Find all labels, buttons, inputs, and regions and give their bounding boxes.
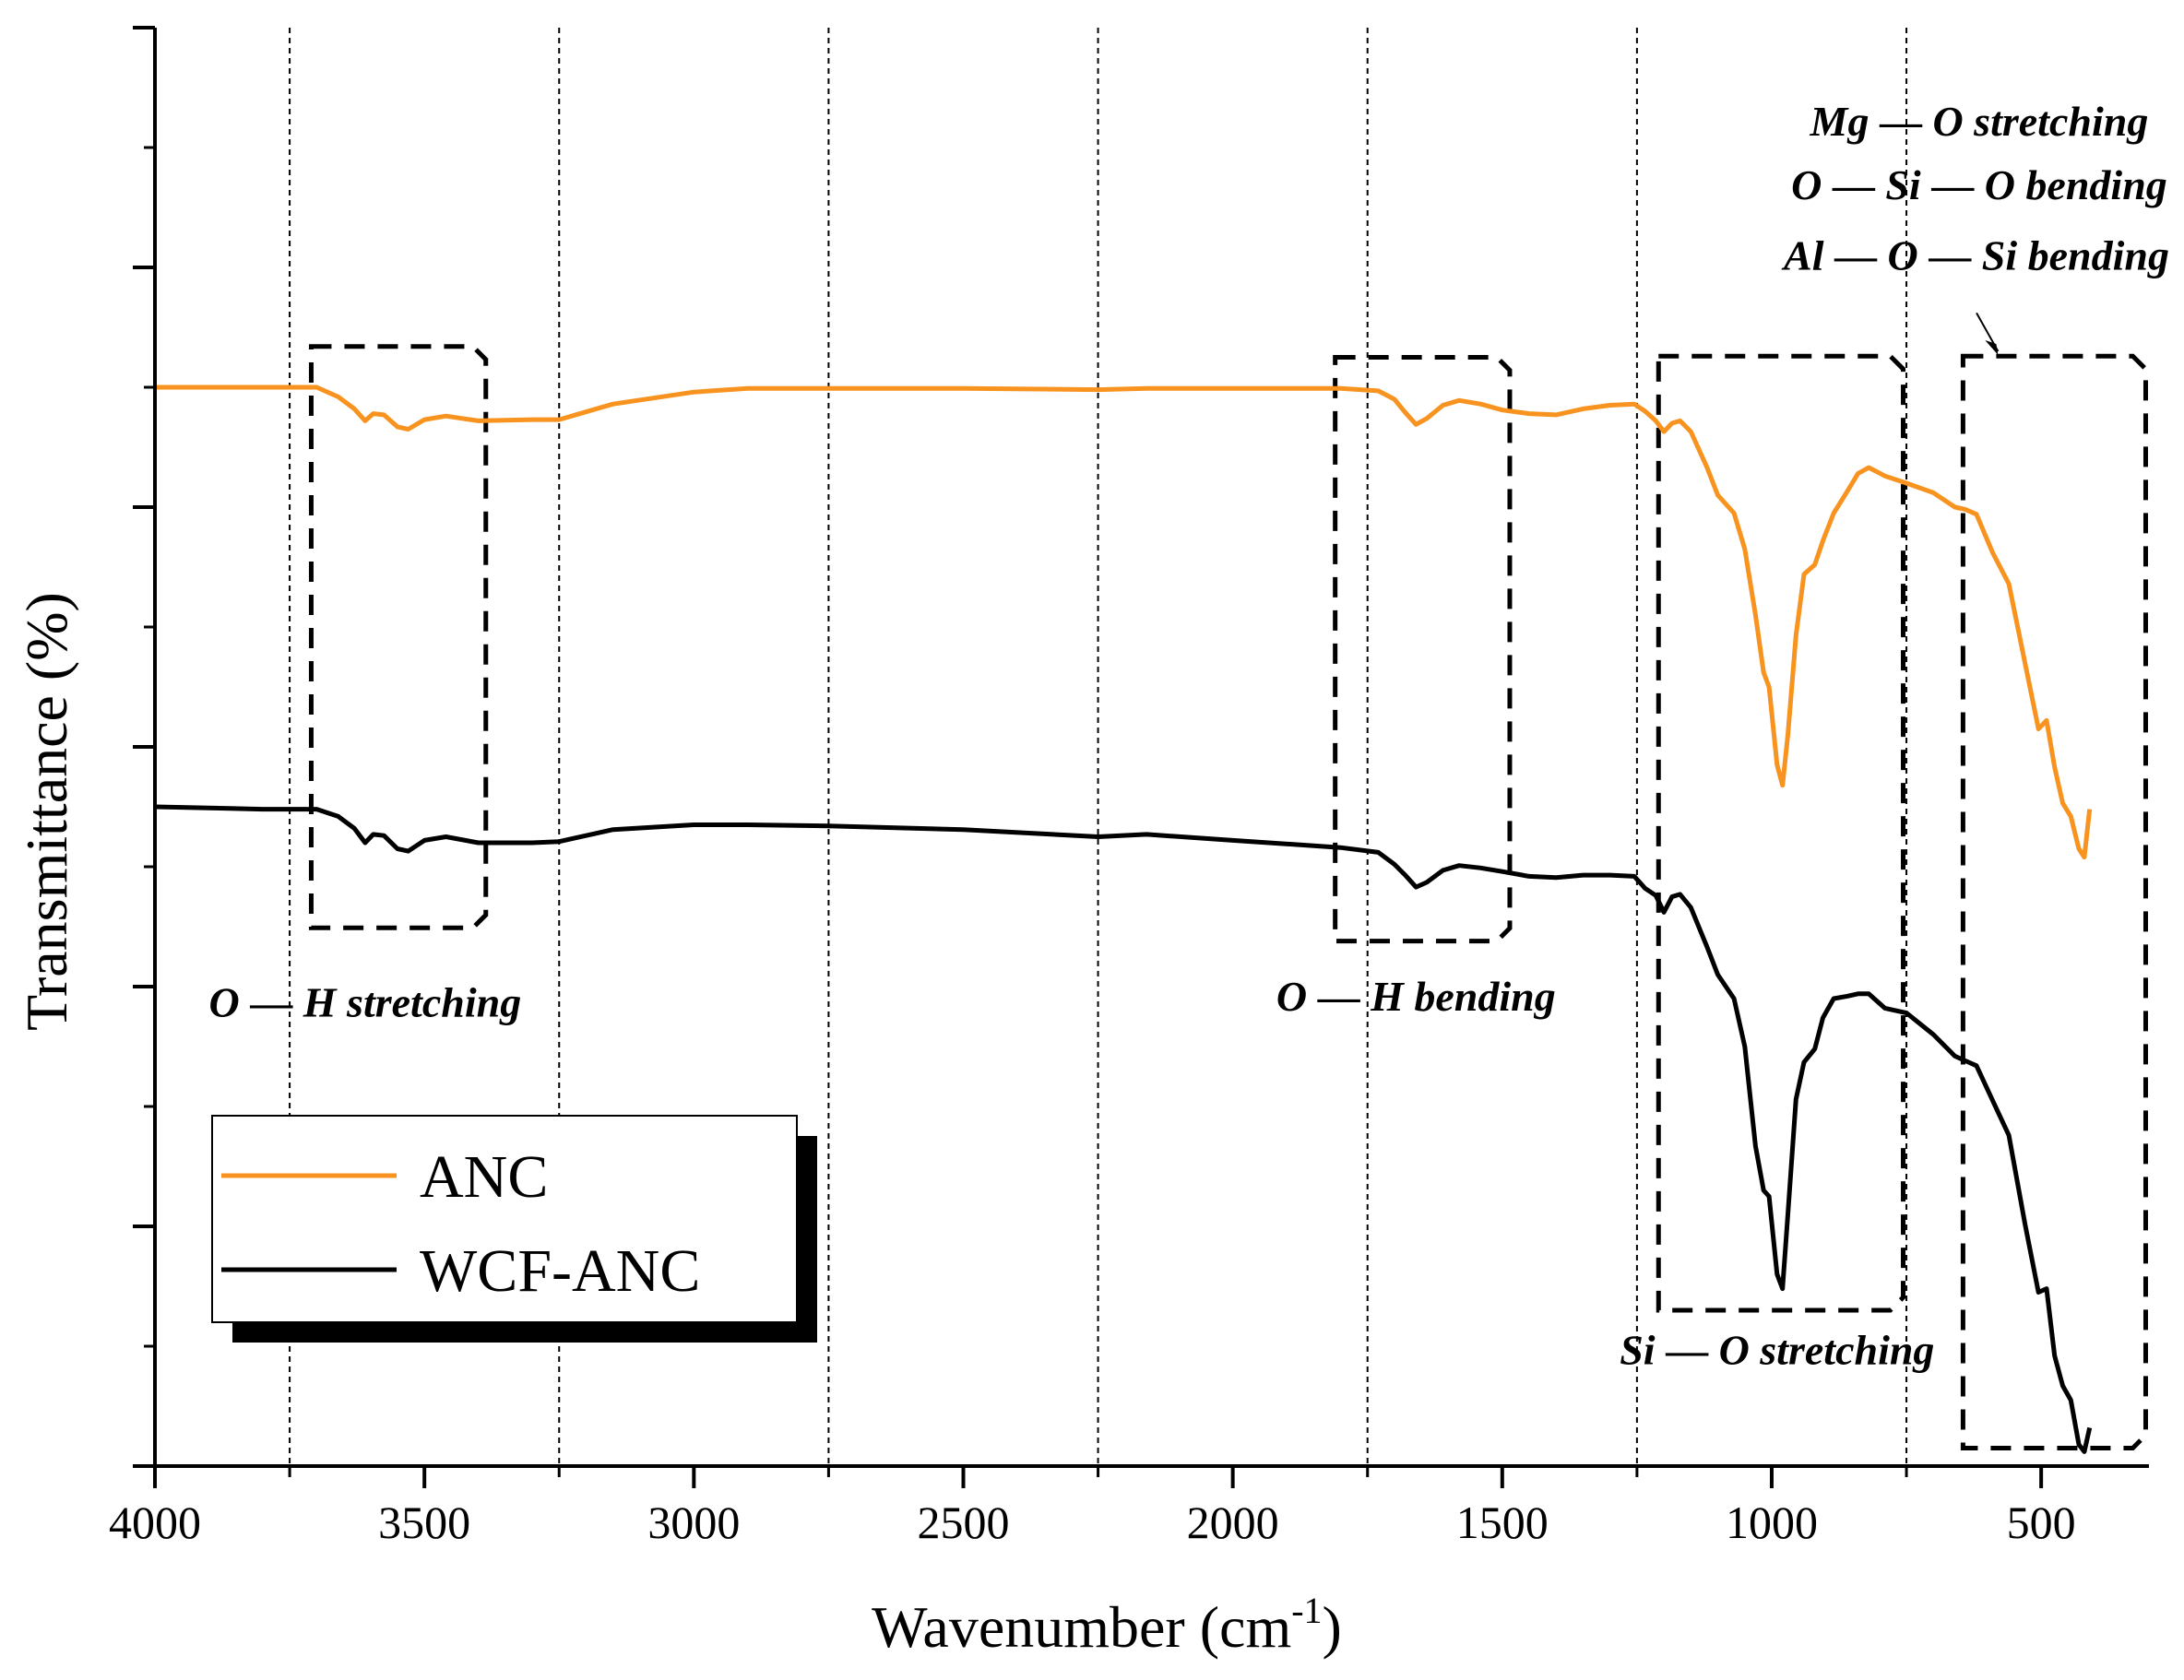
bond-dash: — [1928, 232, 1982, 279]
highlight-box-2 [1333, 355, 1513, 944]
bond-dash: — [1832, 161, 1886, 208]
bond-dash: — [1879, 98, 1933, 145]
legend-label-wcf-anc: WCF-ANC [420, 1237, 700, 1305]
highlight-box-4 [1960, 353, 2148, 1450]
y-axis-title: Transmittance (%) [14, 592, 79, 1031]
x-tick-label-500: 500 [2007, 1497, 2076, 1548]
bond-dash: — [1665, 1327, 1719, 1374]
x-tick-label-3000: 3000 [647, 1497, 740, 1548]
annotation-3: Si — O stretching [1620, 1327, 1934, 1374]
annotation-1: O — H stretching [209, 979, 522, 1026]
legend: ANC WCF-ANC [211, 1115, 817, 1343]
annotation-2: O — H bending [1276, 973, 1556, 1020]
x-tick-label-2500: 2500 [917, 1497, 1009, 1548]
annotation-part: Mg [1810, 98, 1880, 145]
series-lines [154, 385, 2093, 1454]
annotation-part: O [1276, 973, 1318, 1020]
x-tick-label-3500: 3500 [378, 1497, 470, 1548]
annotation-part: H stretching [303, 979, 521, 1026]
x-tick-label-1500: 1500 [1456, 1497, 1549, 1548]
bond-dash: — [249, 979, 303, 1026]
legend-label-anc: ANC [420, 1143, 548, 1211]
highlight-box-3 [1656, 353, 1906, 1313]
annotation-part: H bending [1370, 973, 1556, 1020]
highlight-boxes [308, 344, 2148, 1450]
annotation-part: O stretching [1719, 1327, 1935, 1374]
axes [133, 26, 2149, 1488]
x-axis-title-superscript: -1 [1291, 1590, 1322, 1631]
bond-dash: — [1317, 973, 1371, 1020]
bond-dash: — [1930, 161, 1985, 208]
annotation-arrow-head [1985, 340, 1999, 355]
annotation-part: Si bending [1982, 232, 2169, 279]
series-line-anc [155, 385, 2093, 860]
annotation-part: O [209, 979, 251, 1026]
annotation-part: Al [1781, 232, 1834, 279]
bond-dash: — [1834, 232, 1888, 279]
annotation-part: O bending [1985, 161, 2167, 208]
x-tick-label-4000: 4000 [109, 1497, 201, 1548]
x-tick-label-2000: 2000 [1187, 1497, 1279, 1548]
highlight-box-1 [308, 344, 489, 930]
annotation-5: O — Si — O bending [1791, 161, 2167, 208]
x-tick-labels: 4000 3500 3000 2500 2000 1500 1000 500 [109, 1497, 2076, 1548]
annotation-part: O stretching [1932, 98, 2148, 145]
annotation-4: Mg — O stretching [1810, 98, 2149, 145]
legend-box [211, 1115, 798, 1323]
annotation-part: O [1888, 232, 1929, 279]
annotation-6: Al — O — Si bending [1781, 232, 2169, 279]
x-axis-title: Wavenumber (cm-1) [872, 1590, 1342, 1660]
annotation-part: Si [1885, 161, 1931, 208]
x-tick-label-1000: 1000 [1726, 1497, 1818, 1548]
annotation-part: O [1791, 161, 1833, 208]
annotation-part: Si [1620, 1327, 1666, 1374]
series-line-wcf-anc [154, 804, 2093, 1454]
